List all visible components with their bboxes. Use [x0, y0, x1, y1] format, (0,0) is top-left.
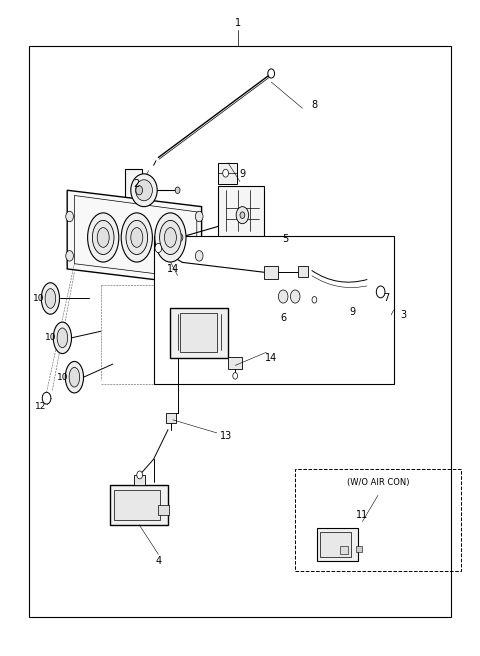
- Bar: [29, 46, 451, 617]
- Text: (W/O AIR CON): (W/O AIR CON): [347, 478, 409, 487]
- Bar: [304, 303, 311, 313]
- Bar: [134, 475, 145, 485]
- Circle shape: [278, 290, 288, 303]
- Bar: [311, 293, 325, 307]
- Ellipse shape: [45, 289, 56, 308]
- Bar: [125, 169, 142, 211]
- Ellipse shape: [87, 213, 119, 262]
- Circle shape: [175, 187, 180, 194]
- Text: 14: 14: [167, 264, 179, 274]
- Bar: [197, 251, 205, 257]
- Ellipse shape: [69, 367, 80, 387]
- Bar: [161, 243, 171, 253]
- Bar: [218, 163, 237, 184]
- Ellipse shape: [92, 220, 114, 255]
- Ellipse shape: [159, 220, 181, 255]
- Text: 14: 14: [265, 352, 277, 363]
- Bar: [158, 505, 169, 515]
- Ellipse shape: [126, 220, 148, 255]
- Text: 13: 13: [219, 431, 232, 441]
- Text: 5: 5: [282, 234, 289, 245]
- Bar: [304, 287, 311, 297]
- Circle shape: [195, 251, 203, 261]
- Circle shape: [240, 212, 245, 218]
- Bar: [356, 546, 362, 552]
- Circle shape: [66, 211, 73, 222]
- Bar: [317, 528, 358, 561]
- Circle shape: [223, 169, 228, 177]
- Bar: [180, 313, 217, 352]
- Circle shape: [137, 471, 143, 479]
- Circle shape: [376, 286, 385, 298]
- Text: 10: 10: [45, 333, 56, 342]
- Text: 10: 10: [57, 373, 68, 382]
- Text: 10: 10: [33, 294, 44, 303]
- Text: 7: 7: [383, 293, 390, 304]
- Polygon shape: [67, 190, 202, 285]
- Circle shape: [236, 207, 249, 224]
- Text: 9: 9: [350, 306, 356, 317]
- Circle shape: [233, 373, 238, 379]
- Bar: [295, 469, 461, 571]
- Ellipse shape: [53, 322, 72, 354]
- Text: 4: 4: [156, 556, 161, 566]
- Bar: [298, 266, 308, 277]
- Bar: [228, 357, 242, 369]
- Bar: [154, 236, 394, 384]
- Bar: [170, 308, 228, 358]
- Circle shape: [312, 297, 317, 303]
- Ellipse shape: [155, 213, 186, 262]
- Text: 8: 8: [312, 100, 317, 110]
- Circle shape: [290, 290, 300, 303]
- Ellipse shape: [164, 228, 176, 247]
- Bar: [197, 260, 205, 267]
- Bar: [110, 485, 168, 525]
- Ellipse shape: [97, 228, 109, 247]
- Bar: [197, 270, 205, 277]
- Ellipse shape: [57, 328, 68, 348]
- Ellipse shape: [41, 283, 60, 314]
- Text: 1: 1: [235, 18, 240, 28]
- Circle shape: [155, 243, 162, 253]
- Text: 11: 11: [356, 510, 369, 520]
- Text: 6: 6: [280, 313, 286, 323]
- Circle shape: [42, 392, 51, 404]
- Circle shape: [195, 211, 203, 222]
- Circle shape: [177, 234, 183, 241]
- Bar: [114, 490, 160, 520]
- Bar: [264, 266, 278, 279]
- Text: 12: 12: [35, 402, 47, 411]
- Bar: [166, 413, 176, 423]
- Ellipse shape: [131, 228, 143, 247]
- Text: 3: 3: [400, 310, 406, 320]
- Bar: [320, 532, 351, 557]
- Bar: [218, 186, 264, 239]
- Text: 9: 9: [240, 169, 245, 179]
- Ellipse shape: [131, 174, 157, 207]
- Text: 2: 2: [133, 178, 140, 189]
- Bar: [340, 546, 348, 554]
- Ellipse shape: [135, 180, 153, 201]
- Ellipse shape: [121, 213, 152, 262]
- Circle shape: [268, 69, 275, 78]
- Bar: [269, 269, 305, 318]
- Ellipse shape: [136, 186, 143, 195]
- Ellipse shape: [65, 361, 84, 393]
- Circle shape: [66, 251, 73, 261]
